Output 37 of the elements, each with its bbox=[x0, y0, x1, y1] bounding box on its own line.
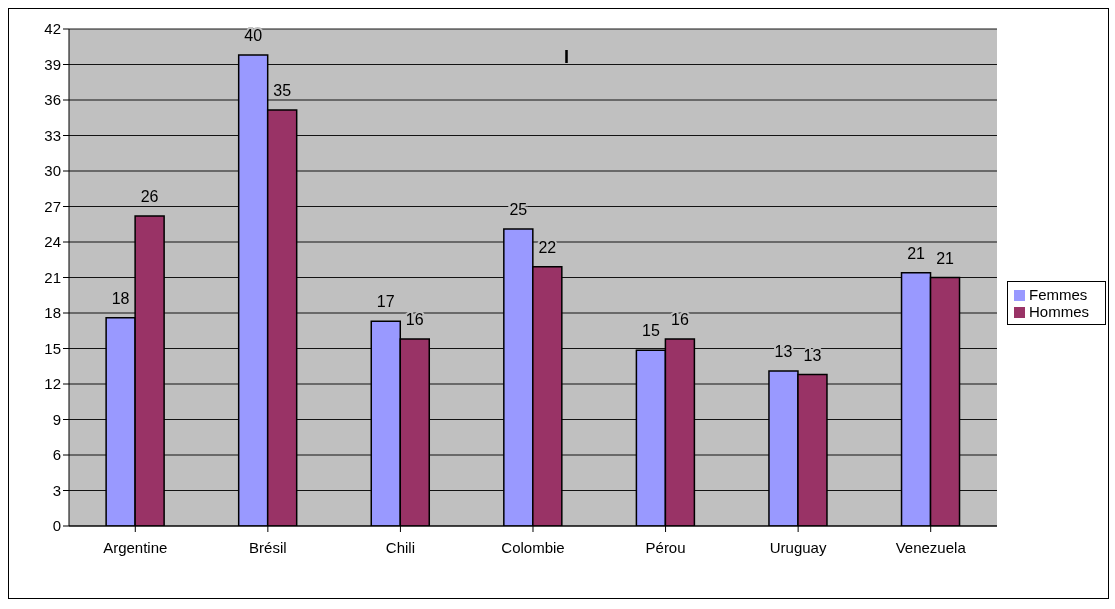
y-tick-label: 24 bbox=[44, 233, 61, 251]
data-label: 22 bbox=[538, 238, 557, 256]
data-label: 17 bbox=[376, 293, 395, 311]
y-tick-label: 9 bbox=[52, 410, 61, 428]
data-label: 18 bbox=[111, 289, 130, 307]
y-tick-label: 39 bbox=[44, 55, 61, 73]
x-tick-label: Venezuela bbox=[895, 538, 967, 556]
data-label: 35 bbox=[273, 82, 292, 100]
y-tick-label: 21 bbox=[44, 268, 61, 286]
data-label: 13 bbox=[803, 346, 822, 364]
y-tick-label: 27 bbox=[44, 197, 61, 215]
x-tick-label: Uruguay bbox=[769, 538, 827, 556]
y-tick-label: 0 bbox=[52, 517, 61, 535]
data-label: 16 bbox=[405, 311, 424, 329]
x-tick-label: Chili bbox=[385, 538, 416, 556]
y-tick-label: 15 bbox=[44, 339, 61, 357]
data-label: 21 bbox=[907, 244, 926, 262]
data-label: 16 bbox=[671, 311, 689, 329]
x-tick-label: Colombie bbox=[501, 538, 565, 556]
data-label: 40 bbox=[244, 27, 263, 45]
y-tick-label: 3 bbox=[52, 481, 61, 499]
legend-label: Hommes bbox=[1028, 302, 1089, 320]
x-tick-label: Brésil bbox=[249, 538, 287, 556]
y-tick-label: 18 bbox=[44, 304, 61, 322]
data-label: 15 bbox=[642, 322, 660, 340]
legend-label: Femmes bbox=[1028, 285, 1088, 303]
x-tick-label: Argentine bbox=[103, 538, 168, 556]
annotation: I bbox=[564, 47, 570, 67]
data-label: 26 bbox=[140, 187, 159, 205]
y-tick-label: 36 bbox=[44, 91, 61, 109]
x-tick-label: Pérou bbox=[645, 538, 686, 556]
y-tick-label: 30 bbox=[44, 162, 61, 180]
y-tick-label: 12 bbox=[44, 375, 61, 393]
data-label: 21 bbox=[936, 249, 955, 267]
y-tick-label: 42 bbox=[44, 20, 61, 38]
y-tick-label: 33 bbox=[44, 126, 61, 144]
y-tick-label: 6 bbox=[52, 446, 61, 464]
